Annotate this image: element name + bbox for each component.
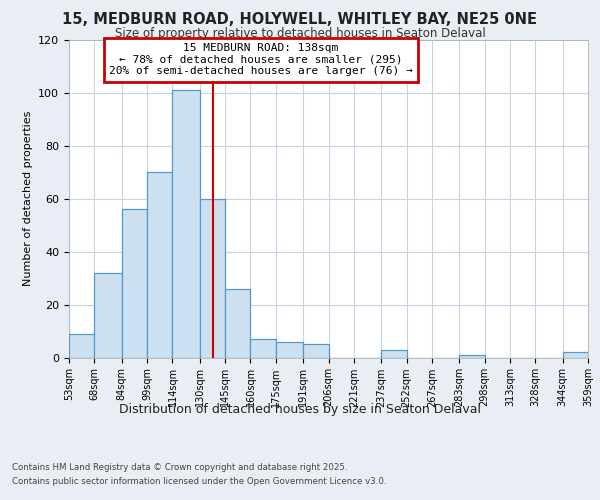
Bar <box>69 334 94 357</box>
Bar <box>122 210 147 358</box>
Bar <box>172 90 200 358</box>
Bar <box>381 350 407 358</box>
Bar <box>200 198 225 358</box>
Text: 15, MEDBURN ROAD, HOLYWELL, WHITLEY BAY, NE25 0NE: 15, MEDBURN ROAD, HOLYWELL, WHITLEY BAY,… <box>62 12 538 28</box>
Text: Distribution of detached houses by size in Seaton Delaval: Distribution of detached houses by size … <box>119 402 481 415</box>
Bar <box>225 288 250 358</box>
Bar <box>563 352 588 358</box>
Bar <box>147 172 172 358</box>
Bar <box>276 342 303 357</box>
Text: Size of property relative to detached houses in Seaton Delaval: Size of property relative to detached ho… <box>115 28 485 40</box>
Bar <box>94 273 122 357</box>
Bar <box>303 344 329 358</box>
Y-axis label: Number of detached properties: Number of detached properties <box>23 111 32 286</box>
Bar <box>459 355 485 358</box>
Text: 15 MEDBURN ROAD: 138sqm
← 78% of detached houses are smaller (295)
20% of semi-d: 15 MEDBURN ROAD: 138sqm ← 78% of detache… <box>109 43 413 76</box>
Text: Contains public sector information licensed under the Open Government Licence v3: Contains public sector information licen… <box>12 477 386 486</box>
Text: Contains HM Land Registry data © Crown copyright and database right 2025.: Contains HM Land Registry data © Crown c… <box>12 464 347 472</box>
Bar <box>250 339 276 357</box>
